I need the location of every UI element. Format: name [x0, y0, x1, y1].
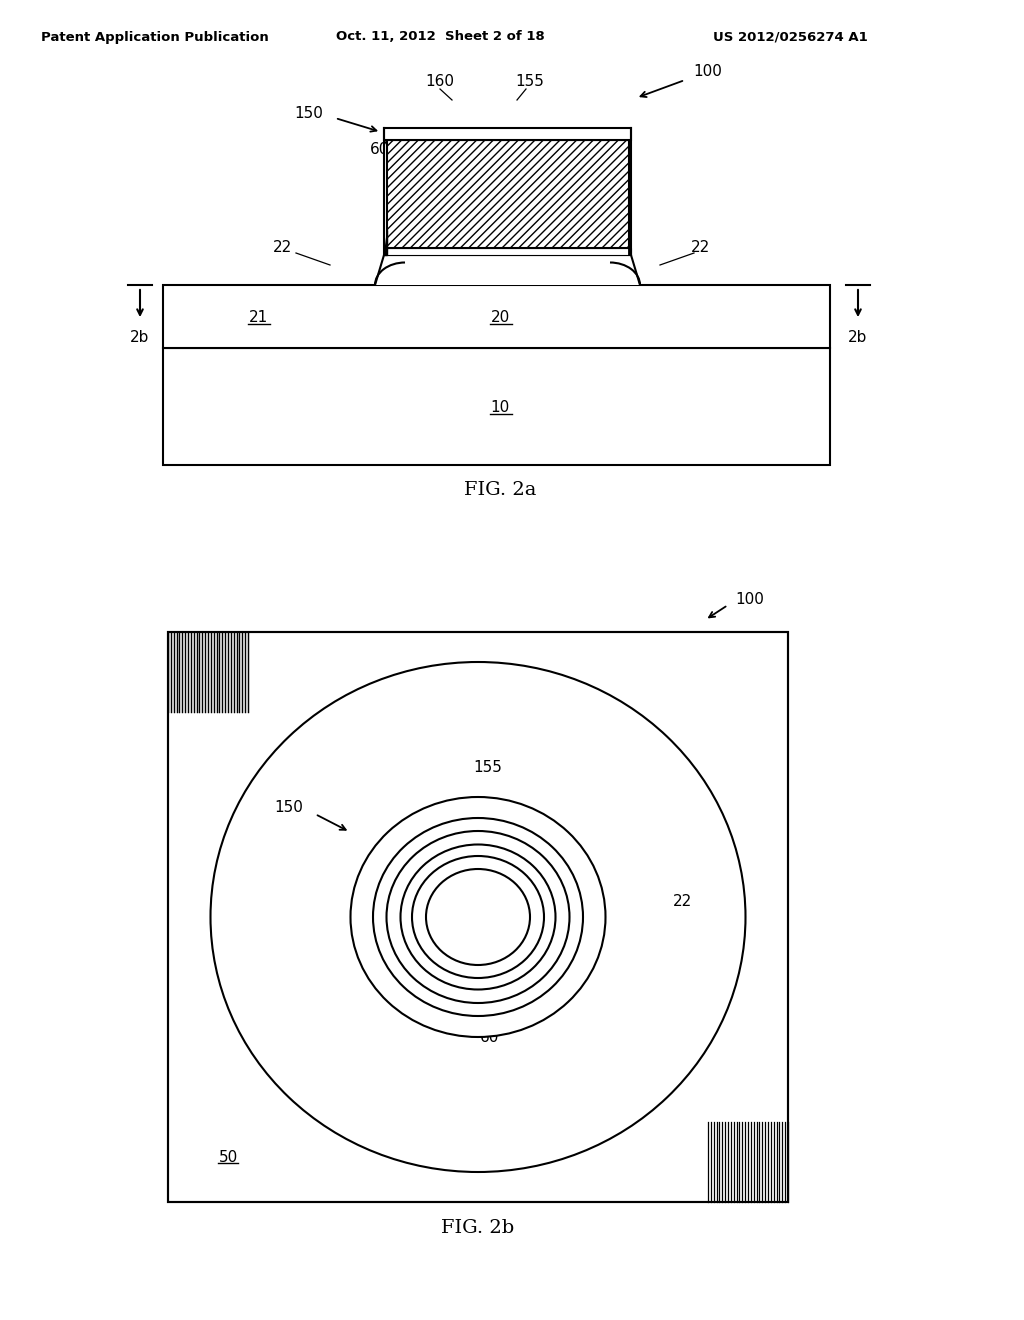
Ellipse shape [412, 855, 544, 978]
Ellipse shape [400, 845, 555, 990]
Text: US 2012/0256274 A1: US 2012/0256274 A1 [713, 30, 867, 44]
Polygon shape [629, 140, 631, 255]
Polygon shape [629, 230, 631, 255]
Ellipse shape [426, 869, 530, 965]
Text: 20: 20 [490, 310, 510, 326]
Text: 60: 60 [371, 143, 390, 157]
Ellipse shape [350, 797, 605, 1038]
Text: 160: 160 [464, 907, 493, 921]
Polygon shape [384, 140, 387, 255]
Ellipse shape [373, 818, 583, 1016]
Bar [168, 632, 788, 1203]
Text: 50: 50 [218, 1150, 238, 1164]
Text: 10: 10 [490, 400, 510, 416]
Text: 160: 160 [426, 74, 455, 90]
Text: 155: 155 [473, 760, 503, 776]
Text: FIG. 2b: FIG. 2b [441, 1218, 515, 1237]
Polygon shape [384, 230, 387, 255]
Text: 100: 100 [693, 65, 722, 79]
Text: 22: 22 [273, 239, 293, 255]
Text: Oct. 11, 2012  Sheet 2 of 18: Oct. 11, 2012 Sheet 2 of 18 [336, 30, 545, 44]
Polygon shape [375, 255, 640, 285]
Text: 2b: 2b [848, 330, 867, 346]
Bar [163, 285, 830, 348]
Text: 2b: 2b [130, 330, 150, 346]
Text: 21: 21 [249, 310, 267, 326]
Text: 150: 150 [274, 800, 303, 816]
Ellipse shape [211, 663, 745, 1172]
Text: 155: 155 [515, 74, 545, 90]
Bar [384, 128, 631, 140]
Text: FIG. 2a: FIG. 2a [464, 480, 537, 499]
Text: 100: 100 [735, 593, 764, 607]
Bar [387, 140, 629, 248]
Text: 22: 22 [674, 895, 692, 909]
Text: 150: 150 [294, 106, 323, 120]
Text: 22: 22 [690, 239, 710, 255]
Text: 60: 60 [480, 1031, 500, 1045]
Bar [163, 348, 830, 465]
Text: Patent Application Publication: Patent Application Publication [41, 30, 269, 44]
Bar [384, 248, 631, 255]
Ellipse shape [386, 832, 569, 1003]
Bar [168, 632, 788, 1203]
Bar [168, 632, 248, 711]
